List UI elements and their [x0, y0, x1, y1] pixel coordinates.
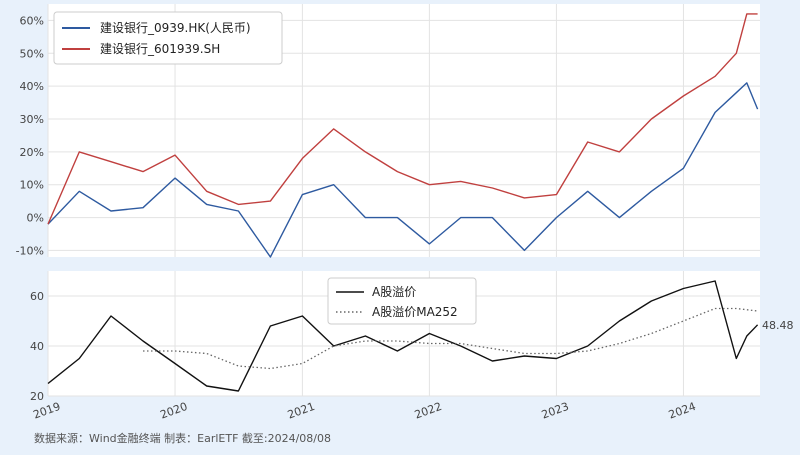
x-tick-label: 2023: [540, 400, 571, 422]
bottom-legend: A股溢价 A股溢价MA252: [327, 277, 477, 325]
footer-source: 数据来源：Wind金融终端 制表：EarlETF 截至:2024/08/08: [34, 431, 331, 445]
x-tick-label: 2022: [413, 400, 444, 422]
bottom-y-tick-labels: 20 40 60: [30, 290, 44, 403]
y-tick-label: 20%: [20, 146, 44, 159]
legend-label-hk: 建设银行_0939.HK(人民币): [100, 21, 251, 35]
y-tick-label: -10%: [16, 244, 44, 257]
series-line-0-1: [47, 13, 758, 225]
legend-label-ma252: A股溢价MA252: [372, 305, 458, 319]
y-tick-label: 20: [30, 390, 44, 403]
top-legend: 建设银行_0939.HK(人民币) 建设银行_601939.SH: [53, 11, 283, 65]
y-tick-label: 10%: [20, 179, 44, 192]
y-tick-label: 30%: [20, 113, 44, 126]
y-tick-label: 40%: [20, 80, 44, 93]
top-series-group: [47, 13, 759, 258]
series-line-1-0: [47, 280, 759, 392]
x-tick-label: 2024: [667, 400, 698, 422]
top-y-tick-labels: -10% 0% 10% 20% 30% 40% 50% 60%: [16, 14, 44, 257]
y-tick-label: 0%: [27, 212, 44, 225]
x-tick-label: 2019: [31, 400, 62, 422]
legend-label-premium: A股溢价: [372, 285, 416, 299]
bottom-series-group: [47, 280, 759, 392]
last-value-label: 48.48: [762, 319, 794, 332]
y-tick-label: 60%: [20, 14, 44, 27]
y-tick-label: 40: [30, 340, 44, 353]
x-tick-label: 2021: [286, 400, 317, 422]
x-tick-label: 2020: [158, 400, 189, 422]
legend-label-sh: 建设银行_601939.SH: [100, 42, 220, 56]
x-tick-labels: 2019 2020 2021 2022 2023 2024: [31, 400, 697, 422]
series-line-0-0: [47, 82, 759, 258]
y-tick-label: 50%: [20, 47, 44, 60]
y-tick-label: 60: [30, 290, 44, 303]
series-line-1-1: [143, 307, 758, 370]
